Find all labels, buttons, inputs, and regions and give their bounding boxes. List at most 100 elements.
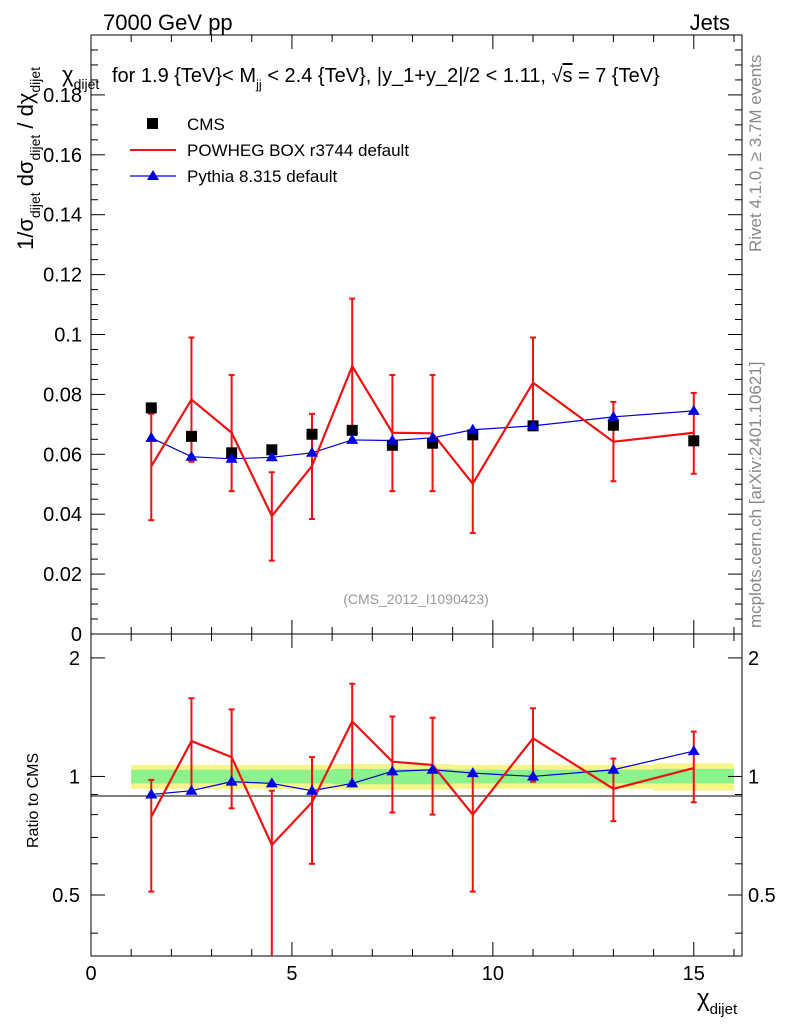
title-tail: = 7 {TeV} bbox=[572, 65, 660, 87]
cms-data-point bbox=[346, 424, 358, 436]
y-tick-label: 0.1 bbox=[54, 325, 82, 347]
pythia-line bbox=[151, 410, 694, 460]
pythia-data-point bbox=[225, 452, 238, 463]
cms-data-point bbox=[145, 402, 157, 414]
ratio-pythia-data-point bbox=[607, 763, 620, 774]
ylabel-sep: / dχ bbox=[13, 92, 38, 135]
ratio-y-axis-label: Ratio to CMS bbox=[25, 753, 42, 848]
pythia-data-point bbox=[145, 431, 158, 442]
cms-data-point bbox=[386, 439, 398, 451]
corner-chi-sub: dijet bbox=[74, 76, 100, 92]
ratio-pythia-data-point bbox=[466, 767, 479, 778]
ylabel-mid: dσ bbox=[13, 160, 38, 192]
corner-chi-symbol: χ bbox=[62, 62, 74, 87]
ylabel-sub2: dijet bbox=[27, 135, 43, 161]
main-y-tick-labels: 0 0.02 0.04 0.06 0.08 0.1 0.12 0.14 0.16… bbox=[43, 85, 82, 646]
powheg-line bbox=[150, 363, 694, 519]
pythia-data-point bbox=[265, 451, 278, 462]
title-s: s bbox=[562, 65, 572, 87]
ratio-y-tick-label-right: 1 bbox=[748, 766, 759, 788]
legend-cms-label: CMS bbox=[187, 115, 225, 134]
cms-data-point bbox=[185, 430, 197, 442]
cms-data-point bbox=[688, 435, 700, 447]
y-tick-label: 0.08 bbox=[43, 384, 82, 406]
analysis-watermark: (CMS_2012_I1090423) bbox=[343, 591, 489, 607]
y-tick-label: 0.16 bbox=[43, 145, 82, 167]
x-axis bbox=[90, 35, 735, 956]
ratio-band-inner bbox=[251, 769, 292, 784]
title-sqrt: √ bbox=[551, 65, 562, 87]
cms-data-point bbox=[427, 437, 439, 449]
main-series-layer bbox=[145, 297, 700, 562]
pythia-data-point bbox=[687, 404, 700, 415]
ylabel-prefix: 1/σ bbox=[13, 218, 38, 250]
pythia-data-point bbox=[306, 446, 319, 457]
mcplots-label: mcplots.cern.ch [arXiv:2401.10621] bbox=[746, 362, 765, 628]
ratio-y-tick-label: 2 bbox=[69, 648, 80, 670]
ratio-powheg-line bbox=[150, 719, 695, 847]
ratio-y-axis bbox=[91, 657, 742, 934]
x-tick-labels: 0 5 10 15 bbox=[85, 963, 704, 985]
pythia-data-point bbox=[386, 434, 399, 445]
ratio-pythia-data-point bbox=[527, 770, 540, 781]
ratio-panel-frame bbox=[90, 633, 743, 957]
title-pre: for 1.9 {TeV}< M bbox=[112, 65, 256, 87]
main-y-axis bbox=[91, 34, 742, 635]
xlabel-chi: χ bbox=[697, 985, 710, 1012]
cms-data-point bbox=[467, 429, 479, 441]
ylabel-sub1: dijet bbox=[27, 192, 43, 218]
ratio-pythia-data-point bbox=[386, 765, 399, 776]
ratio-pythia-data-point bbox=[145, 788, 158, 799]
rivet-label: Rivet 4.1.0, ≥ 3.7M events bbox=[746, 55, 765, 252]
ratio-pythia-data-point bbox=[265, 777, 278, 788]
ratio-pythia-line bbox=[151, 750, 694, 796]
y-tick-label: 0.12 bbox=[43, 265, 82, 287]
ratio-pythia-data-point bbox=[306, 784, 319, 795]
ratio-y-tick-label: 0.5 bbox=[52, 885, 80, 907]
cms-data-point bbox=[607, 419, 619, 431]
x-tick-label: 15 bbox=[683, 963, 705, 985]
ylabel-sub3: dijet bbox=[27, 67, 43, 93]
title-sub: jj bbox=[255, 77, 262, 92]
pythia-data-point bbox=[527, 419, 540, 430]
corner-chi-label: χdijet bbox=[62, 62, 99, 92]
y-tick-label: 0 bbox=[71, 624, 82, 646]
ratio-y-tick-label: 1 bbox=[69, 766, 80, 788]
y-tick-label: 0.02 bbox=[43, 564, 82, 586]
pythia-data-point bbox=[346, 433, 359, 444]
ratio-y-tick-label-right: 0.5 bbox=[748, 885, 776, 907]
ratio-pythia-data-point bbox=[185, 784, 198, 795]
xlabel-sub: dijet bbox=[710, 1001, 738, 1018]
x-axis-label: χdijet bbox=[697, 985, 738, 1018]
cms-data-point bbox=[306, 428, 318, 440]
ratio-pythia-data-point bbox=[426, 763, 439, 774]
ratio-band-inner bbox=[131, 769, 172, 784]
ratio-y-tick-label-right: 2 bbox=[748, 648, 759, 670]
pythia-data-point bbox=[426, 431, 439, 442]
x-tick-label: 0 bbox=[85, 963, 96, 985]
ratio-pythia-data-point bbox=[346, 777, 359, 788]
cms-data-point bbox=[266, 444, 278, 456]
y-tick-label: 0.04 bbox=[43, 504, 82, 526]
x-tick-label: 5 bbox=[286, 963, 297, 985]
ratio-y-tick-labels: 0.5 1 2 0.5 1 2 bbox=[52, 648, 776, 907]
legend-powheg-label: POWHEG BOX r3744 default bbox=[187, 141, 409, 160]
legend: CMS POWHEG BOX r3744 default Pythia 8.31… bbox=[130, 115, 409, 186]
title-post: < 2.4 {TeV}, |y_1+y_2|/2 < 1.11, bbox=[262, 65, 552, 87]
y-tick-label: 0.06 bbox=[43, 444, 82, 466]
ratio-pythia-data-point bbox=[687, 745, 700, 756]
pythia-data-point bbox=[607, 410, 620, 421]
main-y-axis-label: 1/σdijet dσdijet / dχdijet bbox=[13, 67, 43, 250]
legend-pythia-marker bbox=[147, 170, 159, 180]
legend-pythia-label: Pythia 8.315 default bbox=[187, 167, 338, 186]
pythia-data-point bbox=[466, 423, 479, 434]
y-tick-label: 0.18 bbox=[43, 85, 82, 107]
pythia-data-point bbox=[185, 450, 198, 461]
ratio-pythia-data-point bbox=[225, 775, 238, 786]
energy-label: 7000 GeV pp bbox=[103, 10, 233, 35]
y-tick-label: 0.14 bbox=[43, 205, 82, 227]
x-tick-label: 10 bbox=[482, 963, 504, 985]
legend-cms-marker bbox=[147, 118, 158, 129]
process-label: Jets bbox=[690, 10, 730, 35]
